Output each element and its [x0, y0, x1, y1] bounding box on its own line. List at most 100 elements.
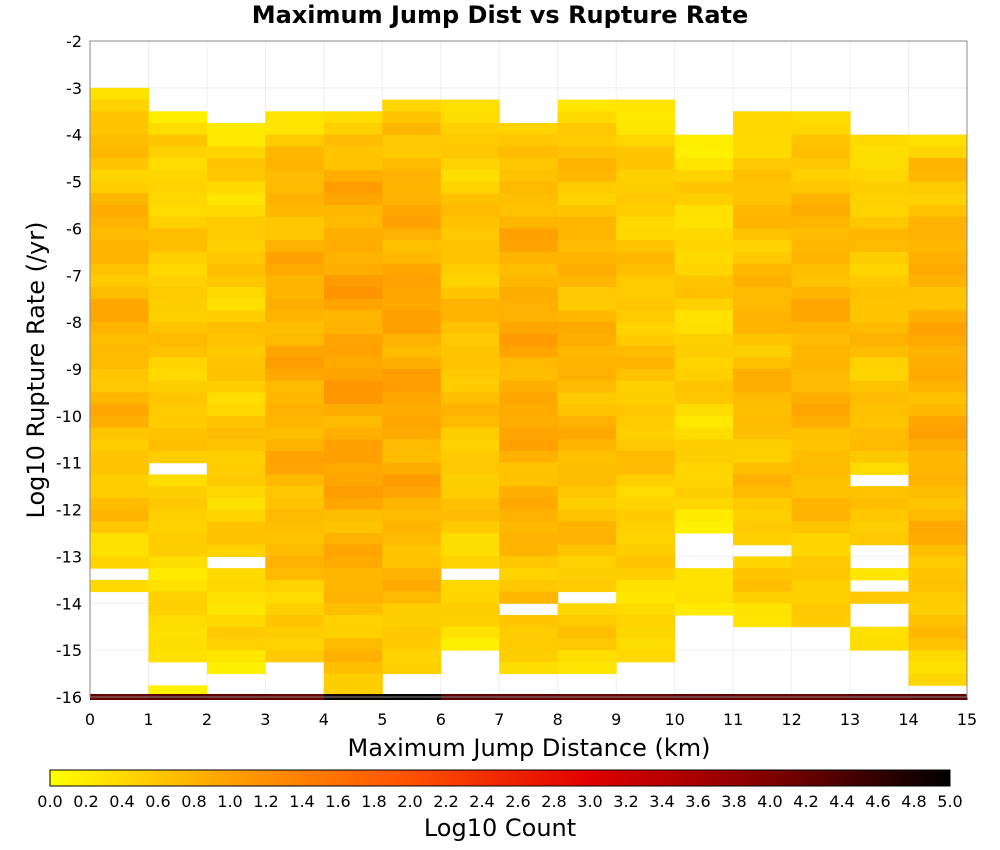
- heatmap-cell: [499, 509, 559, 522]
- heatmap-cell: [616, 310, 676, 323]
- heatmap-cell: [440, 509, 500, 522]
- heatmap-cell: [733, 193, 793, 206]
- heatmap-cell: [733, 123, 793, 136]
- heatmap-cell: [206, 533, 266, 546]
- heatmap-cell: [382, 123, 442, 136]
- heatmap-cell: [323, 661, 383, 675]
- heatmap-cell: [90, 87, 149, 101]
- heatmap-cell: [90, 357, 149, 370]
- heatmap-cell: [908, 134, 968, 147]
- heatmap-cell: [148, 497, 208, 511]
- heatmap-cell: [265, 509, 325, 522]
- heatmap-cell: [908, 287, 968, 300]
- heatmap-cell: [148, 451, 208, 464]
- heatmap-cell: [850, 216, 910, 229]
- heatmap-cell: [440, 497, 500, 511]
- heatmap-cell: [616, 287, 676, 300]
- colorbar-tick-label: 1.2: [253, 792, 278, 811]
- chart-title: Maximum Jump Dist vs Rupture Rate: [252, 1, 749, 29]
- heatmap-cell: [908, 673, 968, 686]
- heatmap-cell: [616, 216, 676, 229]
- heatmap-cell: [674, 322, 734, 335]
- heatmap-cell: [733, 615, 793, 628]
- heatmap-cell: [733, 205, 793, 218]
- heatmap-cell: [850, 462, 910, 475]
- heatmap-cell: [791, 533, 851, 546]
- heatmap-cell: [90, 310, 149, 323]
- heatmap-cell: [674, 298, 734, 311]
- heatmap-cell: [908, 310, 968, 323]
- heatmap-cell: [733, 251, 793, 265]
- heatmap-cell: [674, 591, 734, 604]
- heatmap-cell: [148, 404, 208, 417]
- heatmap-cell: [90, 533, 149, 546]
- heatmap-cell: [908, 380, 968, 393]
- heatmap-cell: [148, 556, 208, 569]
- heatmap-cell: [499, 380, 559, 393]
- heatmap-cell: [382, 439, 442, 452]
- heatmap-cell: [382, 146, 442, 159]
- heatmap-cell: [382, 169, 442, 183]
- heatmap-cell: [733, 521, 793, 534]
- heatmap-cell: [323, 181, 383, 194]
- heatmap-cell: [323, 462, 383, 475]
- heatmap-cell: [499, 240, 559, 253]
- heatmap-cell: [557, 333, 617, 347]
- heatmap-cell: [323, 123, 383, 136]
- heatmap-cell: [323, 251, 383, 265]
- heatmap-cell: [323, 404, 383, 417]
- heatmap-cell: [90, 521, 149, 534]
- heatmap-cell: [90, 158, 149, 171]
- heatmap-cell: [733, 415, 793, 429]
- colorbar-tick-label: 2.6: [505, 792, 530, 811]
- heatmap-cell: [499, 392, 559, 405]
- heatmap-cell: [265, 193, 325, 206]
- heatmap-cell: [557, 181, 617, 194]
- colorbar-tick-label: 0.4: [109, 792, 134, 811]
- heatmap-cell: [908, 369, 968, 382]
- heatmap-cell: [499, 474, 559, 487]
- heatmap-cell: [850, 298, 910, 311]
- heatmap-cell: [323, 497, 383, 511]
- heatmap-cell: [265, 181, 325, 194]
- heatmap-cell: [206, 369, 266, 382]
- heatmap-cell: [206, 603, 266, 616]
- heatmap-cell: [206, 310, 266, 323]
- heatmap-cell: [850, 333, 910, 347]
- heatmap-cell: [616, 474, 676, 487]
- heatmap-cell: [382, 287, 442, 300]
- heatmap-cell: [616, 205, 676, 218]
- heatmap-cell: [206, 638, 266, 651]
- heatmap-cell: [850, 415, 910, 429]
- heatmap-cell: [557, 603, 617, 616]
- heatmap-cell: [148, 591, 208, 604]
- heatmap-cell: [382, 650, 442, 663]
- heatmap-cell: [499, 134, 559, 147]
- heatmap-cell: [733, 369, 793, 382]
- heatmap-cell: [206, 661, 266, 675]
- heatmap-cell: [440, 263, 500, 276]
- heatmap-cell: [148, 427, 208, 440]
- heatmap-cell: [499, 415, 559, 429]
- heatmap-cell: [382, 603, 442, 616]
- heatmap-cell: [323, 205, 383, 218]
- heatmap-cell: [265, 357, 325, 370]
- colorbar-tick-label: 0.0: [37, 792, 62, 811]
- heatmap-cell: [90, 497, 149, 511]
- colorbar-tick-label: 1.6: [325, 792, 350, 811]
- heatmap-cell: [440, 111, 500, 124]
- heatmap-cell: [90, 251, 149, 265]
- heatmap-cell: [323, 369, 383, 382]
- heatmap-cell: [850, 638, 910, 651]
- heatmap-cell: [616, 357, 676, 370]
- heatmap-cell: [440, 380, 500, 393]
- heatmap-cell: [90, 333, 149, 347]
- heatmap-cell: [90, 404, 149, 417]
- heatmap-cell: [206, 123, 266, 136]
- heatmap-cell: [557, 615, 617, 628]
- colorbar-tick-label: 4.4: [829, 792, 854, 811]
- heatmap-cell: [908, 345, 968, 358]
- heatmap-cell: [148, 228, 208, 241]
- heatmap-cell: [323, 216, 383, 229]
- heatmap-cell: [265, 263, 325, 276]
